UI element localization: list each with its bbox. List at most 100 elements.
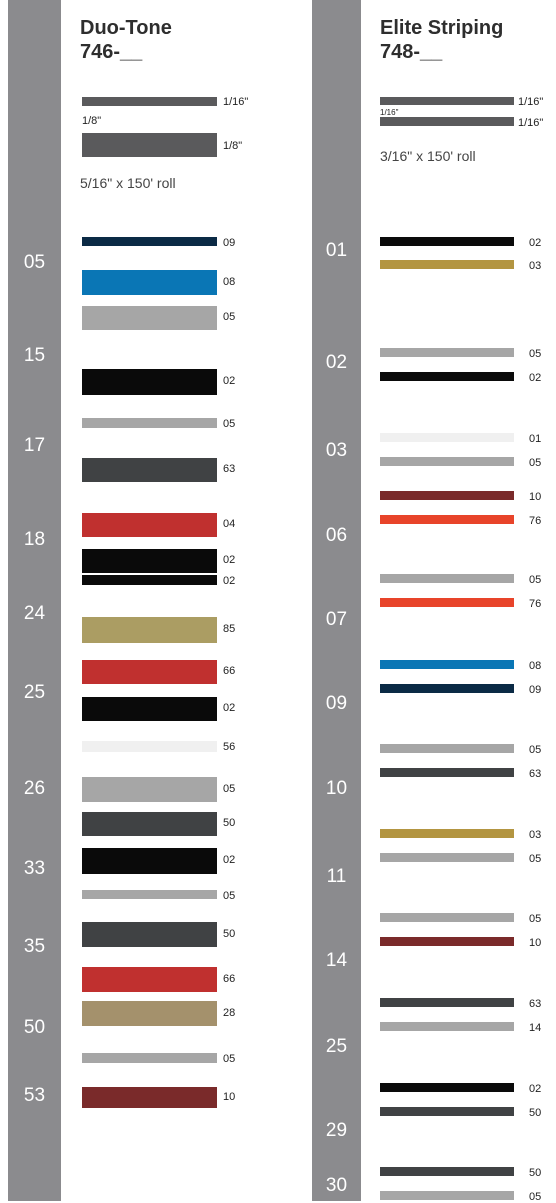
duo-tone-stripe-top: [82, 967, 217, 992]
elite-stripe-top: [380, 574, 514, 583]
elite-number-band: [312, 0, 361, 1201]
elite-stripe-bottom: [380, 1191, 514, 1200]
elite-stripe-bottom-code: 09: [529, 684, 542, 696]
elite-stripe-bottom-code: 02: [529, 372, 542, 384]
duo-tone-stripe-top: [82, 660, 217, 684]
elite-number: 14: [325, 950, 348, 971]
duo-tone-stripe-top-code: 05: [223, 1053, 236, 1065]
elite-stripe-top-code: 63: [529, 998, 542, 1010]
elite-stripe-top: [380, 433, 514, 442]
elite-stripe-bottom: [380, 937, 514, 946]
elite-diagram-bar-top: [380, 97, 514, 105]
duo-tone-stripe-top-code: 05: [223, 311, 236, 323]
duo-tone-title: Duo-Tone 746-__: [80, 16, 172, 64]
elite-stripe-top-code: 02: [529, 237, 542, 249]
duo-tone-number: 50: [23, 1017, 46, 1038]
duo-tone-stripe-bottom: [82, 697, 217, 721]
duo-tone-number: 18: [23, 529, 46, 550]
duo-tone-stripe-bottom-code: 85: [223, 623, 236, 635]
duo-tone-stripe-bottom: [82, 458, 217, 482]
duo-tone-stripe-bottom: [82, 1001, 217, 1026]
duo-tone-stripe-top-code: 09: [223, 237, 236, 249]
elite-stripe-top: [380, 1167, 514, 1176]
duo-tone-stripe-top: [82, 741, 217, 752]
duo-tone-stripe-top: [82, 237, 217, 246]
duo-tone-stripe-top: [82, 306, 217, 330]
duo-tone-diagram-thick-bar: [82, 133, 217, 157]
elite-number: 30: [325, 1175, 348, 1196]
elite-number: 11: [326, 866, 347, 887]
elite-stripe-top-code: 05: [529, 574, 542, 586]
duo-tone-number: 05: [23, 252, 46, 273]
duo-tone-number: 17: [23, 435, 46, 456]
elite-stripe-bottom-code: 03: [529, 260, 542, 272]
duo-tone-stripe-top-code: 66: [223, 972, 236, 985]
elite-stripe-top-code: 10: [529, 491, 542, 503]
elite-stripe-top: [380, 491, 514, 500]
duo-tone-number: 24: [23, 603, 46, 624]
elite-size-inner: 1/16": [380, 108, 399, 117]
duo-tone-name: Duo-Tone: [80, 17, 172, 39]
elite-number: 03: [325, 440, 348, 461]
elite-stripe-top-code: 50: [529, 1167, 542, 1179]
elite-stripe-top-code: 01: [529, 433, 542, 445]
duo-tone-stripe-bottom-code: 28: [223, 1006, 236, 1019]
elite-stripe-bottom-code: 76: [529, 598, 542, 610]
elite-number: 06: [325, 525, 348, 546]
elite-stripe-top: [380, 913, 514, 922]
duo-tone-stripe-top: [82, 513, 217, 537]
elite-stripe-bottom-code: 10: [529, 937, 542, 949]
elite-stripe-top: [380, 348, 514, 357]
duo-tone-number: 53: [23, 1085, 46, 1106]
duo-tone-stripe-bottom: [82, 369, 217, 395]
elite-stripe-bottom: [380, 768, 514, 777]
duo-tone-stripe-bottom-code: 05: [223, 782, 236, 795]
elite-stripe-bottom: [380, 457, 514, 466]
elite-stripe-bottom: [380, 598, 514, 607]
duo-tone-stripe-bottom-code: 50: [223, 927, 236, 940]
duo-tone-number: 35: [23, 936, 46, 957]
elite-stripe-top: [380, 829, 514, 838]
duo-tone-part-number: 746-__: [80, 41, 143, 63]
duo-tone-number: 15: [23, 345, 46, 366]
duo-tone-stripe-top-code: 05: [223, 418, 236, 430]
duo-tone-stripe-bottom-code: 02: [223, 702, 236, 714]
duo-tone-stripe-top: [82, 812, 217, 836]
elite-size-bottom: 1/16": [518, 117, 544, 129]
duo-tone-stripe-bottom-code: 02: [223, 375, 236, 387]
duo-tone-stripe-bottom: [82, 549, 217, 573]
elite-stripe-top: [380, 998, 514, 1007]
elite-number: 10: [325, 778, 348, 799]
elite-number: 09: [325, 693, 348, 714]
elite-stripe-bottom-code: 50: [529, 1107, 542, 1119]
elite-part-number: 748-__: [380, 41, 443, 63]
elite-stripe-top: [380, 744, 514, 753]
duo-tone-number: 26: [23, 778, 46, 799]
elite-stripe-top: [380, 237, 514, 246]
elite-stripe-bottom-code: 05: [529, 1191, 542, 1203]
elite-diagram-bar-bottom: [380, 117, 514, 126]
elite-stripe-bottom: [380, 372, 514, 381]
elite-stripe-bottom: [380, 260, 514, 269]
duo-tone-roll-size: 5/16" x 150' roll: [80, 175, 176, 191]
elite-stripe-bottom-code: 63: [529, 768, 542, 780]
elite-number: 29: [325, 1120, 348, 1141]
elite-size-top: 1/16": [518, 96, 544, 108]
duo-tone-diagram-thin-bar: [82, 97, 217, 106]
elite-number: 01: [325, 240, 348, 261]
elite-stripe-bottom-code: 76: [529, 515, 542, 527]
duo-tone-stripe-top: [82, 1053, 217, 1063]
duo-tone-stripe-bottom: [82, 617, 217, 643]
duo-tone-number: 33: [23, 858, 46, 879]
elite-stripe-top-code: 08: [529, 660, 542, 672]
elite-stripe-top-code: 03: [529, 829, 542, 841]
elite-number: 07: [325, 609, 348, 630]
elite-stripe-top: [380, 1083, 514, 1092]
duo-tone-stripe-top-code: 02: [223, 575, 236, 587]
elite-stripe-bottom: [380, 853, 514, 862]
duo-tone-stripe-top: [82, 575, 217, 585]
elite-stripe-top-code: 05: [529, 348, 542, 360]
elite-number: 02: [325, 352, 348, 373]
elite-stripe-bottom-code: 14: [529, 1022, 542, 1034]
duo-tone-stripe-bottom-code: 02: [223, 854, 236, 866]
